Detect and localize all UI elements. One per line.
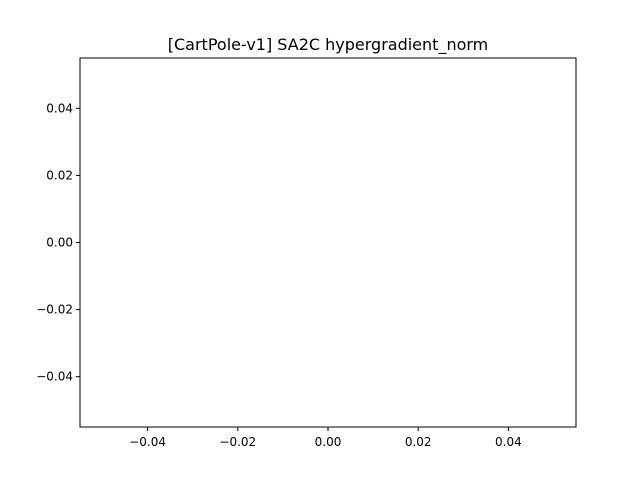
y-tick-label: 0.00 (46, 236, 73, 250)
y-axis-ticks: −0.04 −0.02 0.00 0.02 0.04 (36, 101, 80, 384)
x-tick-label: 0.02 (405, 435, 432, 449)
chart-title: [CartPole-v1] SA2C hypergradient_norm (168, 35, 489, 55)
x-tick-label: 0.04 (495, 435, 522, 449)
x-axis-ticks: −0.04 −0.02 0.00 0.02 0.04 (129, 427, 522, 449)
plot-area-frame (79, 57, 577, 428)
y-tick-label: −0.04 (36, 370, 73, 384)
x-tick-label: 0.00 (315, 435, 342, 449)
x-tick-label: −0.04 (129, 435, 166, 449)
y-tick-label: −0.02 (36, 303, 73, 317)
x-tick-label: −0.02 (219, 435, 256, 449)
y-tick-label: 0.04 (46, 101, 73, 115)
y-tick-label: 0.02 (46, 168, 73, 182)
